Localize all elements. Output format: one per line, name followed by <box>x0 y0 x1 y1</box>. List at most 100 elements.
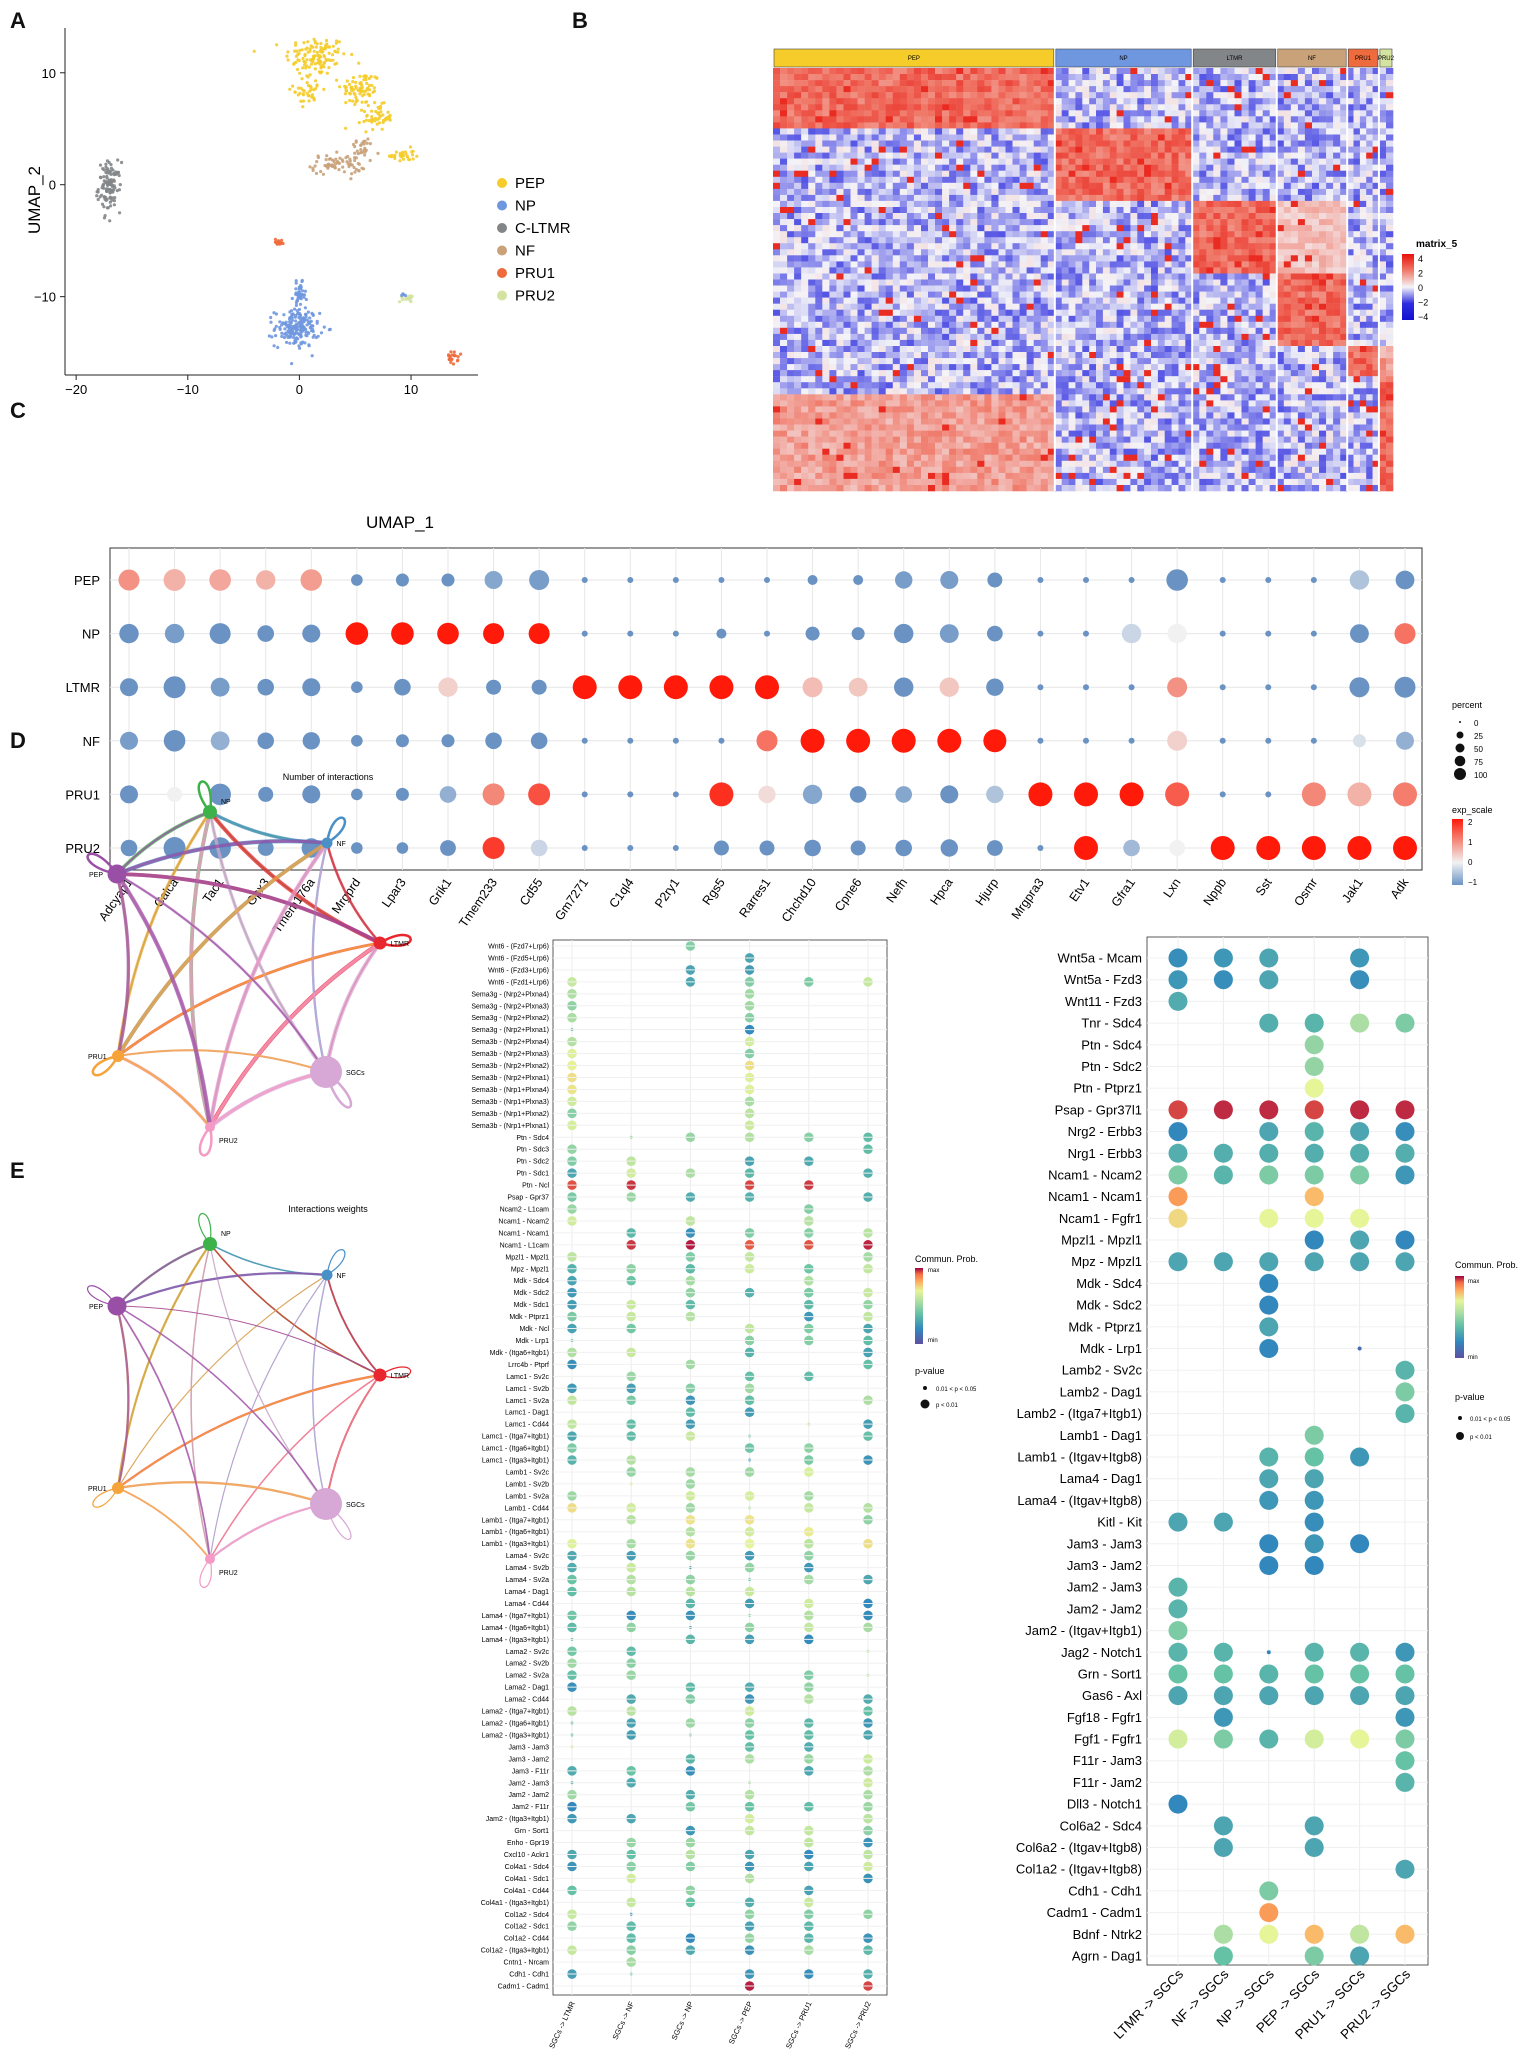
heatmap-cell <box>1109 158 1117 165</box>
heatmap-cell <box>1171 98 1179 105</box>
heatmap-cell <box>1005 291 1013 298</box>
umap-point <box>104 162 108 166</box>
heatmap-cell <box>1262 176 1270 184</box>
heatmap-cell <box>1340 285 1348 292</box>
heatmap-cell <box>998 291 1006 298</box>
heatmap-cell <box>928 303 936 310</box>
heatmap-cell <box>1005 146 1013 153</box>
umap-point <box>294 319 298 323</box>
heatmap-cell <box>1283 315 1292 323</box>
heatmap-cell <box>1123 146 1131 153</box>
heatmap-cell <box>1340 164 1348 171</box>
heatmap-cell <box>794 104 802 111</box>
heatmap-cells <box>773 68 1394 492</box>
heatmap-cell <box>1319 194 1327 202</box>
heatmap-cell <box>1075 219 1083 226</box>
heatmap-cell <box>829 225 837 232</box>
heatmap-cell <box>1096 158 1104 165</box>
heatmap-cell <box>836 182 844 190</box>
heatmap-cell <box>857 346 865 353</box>
heatmap-cell <box>1040 146 1048 153</box>
heatmap-cell <box>1262 261 1270 268</box>
heatmap-cell <box>1347 207 1354 214</box>
heatmap-cell <box>1116 315 1124 323</box>
heatmap-cell <box>1130 279 1138 286</box>
heatmap-cell <box>899 273 908 280</box>
heatmap-cell <box>1171 333 1179 341</box>
heatmap-cell <box>1297 194 1306 202</box>
heatmap-cell <box>815 194 823 202</box>
heatmap-cell <box>906 200 915 208</box>
heatmap-cell <box>1372 225 1380 232</box>
heatmap-cell <box>780 104 788 111</box>
heatmap-cell <box>878 255 886 262</box>
umap-point <box>341 159 345 163</box>
umap-point <box>293 332 297 336</box>
heatmap-cell <box>1227 92 1235 99</box>
heatmap-cell <box>1304 200 1313 208</box>
heatmap-cell <box>1096 110 1104 117</box>
heatmap-cell <box>829 188 837 196</box>
heatmap-cell <box>1047 237 1056 244</box>
heatmap-cell <box>1255 116 1263 123</box>
heatmap-cell <box>815 140 823 147</box>
heatmap-cell <box>1290 213 1299 220</box>
umap-point <box>270 335 274 339</box>
heatmap-cell <box>843 170 851 177</box>
heatmap-cell <box>1304 152 1313 159</box>
heatmap-cell <box>836 164 844 171</box>
heatmap-cell <box>1319 74 1327 81</box>
heatmap-cell <box>892 321 901 329</box>
heatmap-cell <box>1199 134 1207 141</box>
heatmap-cell <box>1386 98 1394 105</box>
heatmap-cell <box>1040 339 1048 347</box>
heatmap-cell <box>1347 225 1354 232</box>
heatmap-cell <box>1276 152 1285 159</box>
heatmap-cell <box>864 273 872 280</box>
heatmap-cell <box>970 225 978 232</box>
heatmap-cell <box>1075 213 1083 220</box>
heatmap-cell <box>1019 255 1027 262</box>
heatmap-cell <box>1333 92 1341 99</box>
heatmap-cell <box>1227 176 1235 184</box>
umap-point <box>305 58 309 62</box>
heatmap-cell <box>1227 279 1235 286</box>
umap-point <box>298 302 303 306</box>
heatmap-cell <box>878 315 886 323</box>
heatmap-cell <box>1005 346 1013 353</box>
heatmap-cell <box>998 92 1006 99</box>
heatmap-cell <box>1290 321 1299 329</box>
heatmap-cell <box>1151 134 1159 141</box>
heatmap-cell <box>1109 188 1117 196</box>
heatmap-cell <box>1068 158 1076 165</box>
heatmap-cell <box>885 237 893 244</box>
heatmap-cell <box>1005 255 1013 262</box>
heatmap-cell <box>1130 249 1138 256</box>
heatmap-cell <box>1019 152 1027 159</box>
heatmap-cell <box>949 146 957 153</box>
heatmap-cell <box>1137 92 1145 99</box>
heatmap-cell <box>1276 309 1285 316</box>
heatmap-cell <box>913 249 922 256</box>
heatmap-cell <box>857 140 865 147</box>
heatmap-cell <box>1234 122 1242 129</box>
heatmap-cell <box>949 297 957 304</box>
heatmap-cell <box>1283 164 1292 171</box>
heatmap-cell <box>1123 315 1131 323</box>
heatmap-cell <box>1283 116 1292 123</box>
heatmap-cell <box>906 231 915 238</box>
umap-x-tick-label: 0 <box>296 382 303 397</box>
heatmap-cell <box>998 68 1006 75</box>
heatmap-cell <box>1290 146 1299 153</box>
heatmap-cell <box>857 170 865 177</box>
heatmap-cell <box>822 237 830 244</box>
heatmap-cell <box>1012 104 1020 111</box>
umap-point <box>304 47 308 51</box>
heatmap-cell <box>871 333 879 341</box>
heatmap-cell <box>1164 225 1172 232</box>
umap-point <box>359 143 363 147</box>
heatmap-cell <box>1333 146 1341 153</box>
heatmap-cell <box>1290 170 1299 177</box>
heatmap-cell <box>864 140 872 147</box>
heatmap-cell <box>1144 219 1152 226</box>
